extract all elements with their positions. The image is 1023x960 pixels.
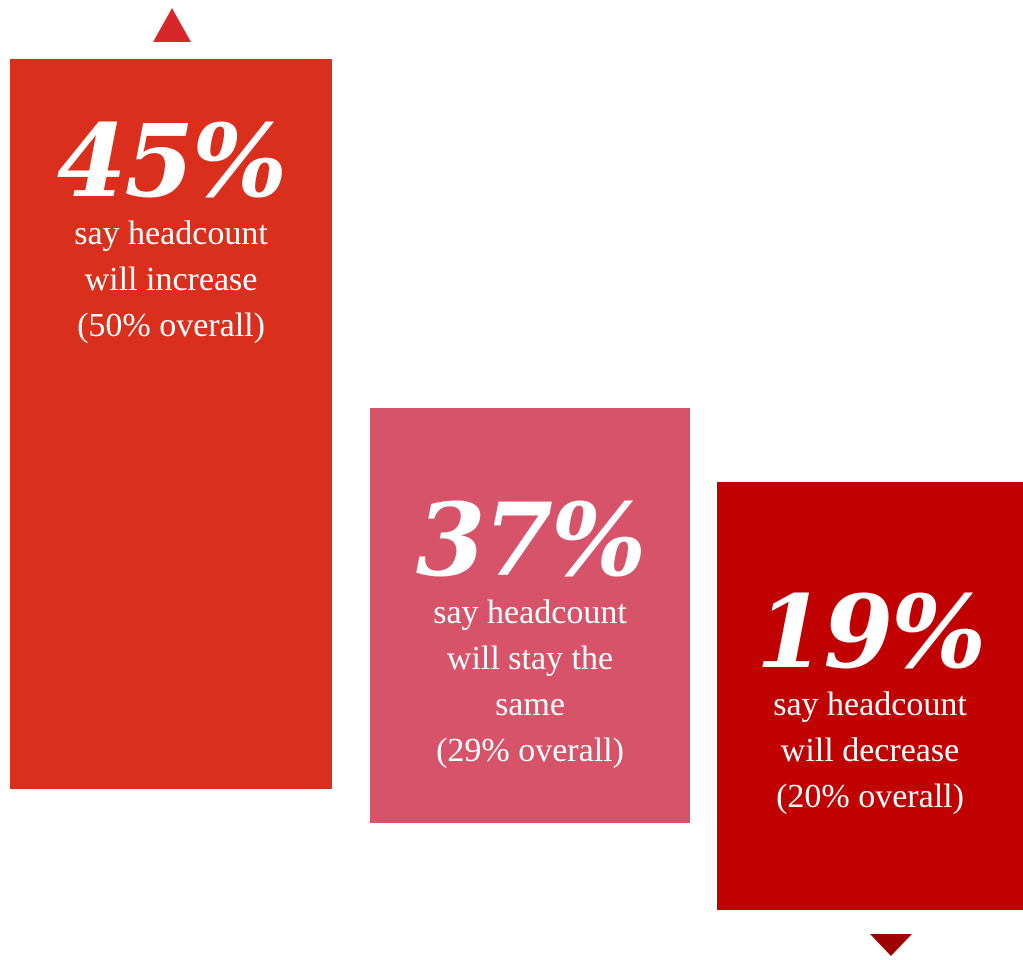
value-label-increase: 45% [56, 102, 287, 220]
description-line: (50% overall) [77, 307, 265, 344]
description-line: (29% overall) [436, 732, 624, 769]
value-label-decrease: 19% [755, 573, 986, 691]
description-line: say headcount [433, 594, 627, 631]
description-line: will decrease [780, 732, 960, 769]
description-line: say headcount [74, 215, 268, 252]
description-line: will stay the [446, 640, 614, 677]
bar-stay-the-same: 37% say headcount will stay the same (29… [370, 408, 690, 823]
description-line: same [495, 686, 565, 723]
value-label-same: 37% [415, 481, 646, 599]
description-line: will increase [84, 261, 258, 298]
bar-increase: 45% say headcount will increase (50% ove… [10, 59, 332, 789]
up-arrow-icon [153, 8, 191, 42]
down-arrow-icon [870, 934, 912, 956]
bar-decrease: 19% say headcount will decrease (20% ove… [717, 482, 1023, 910]
description-line: (20% overall) [776, 778, 964, 815]
description-line: say headcount [773, 686, 967, 723]
